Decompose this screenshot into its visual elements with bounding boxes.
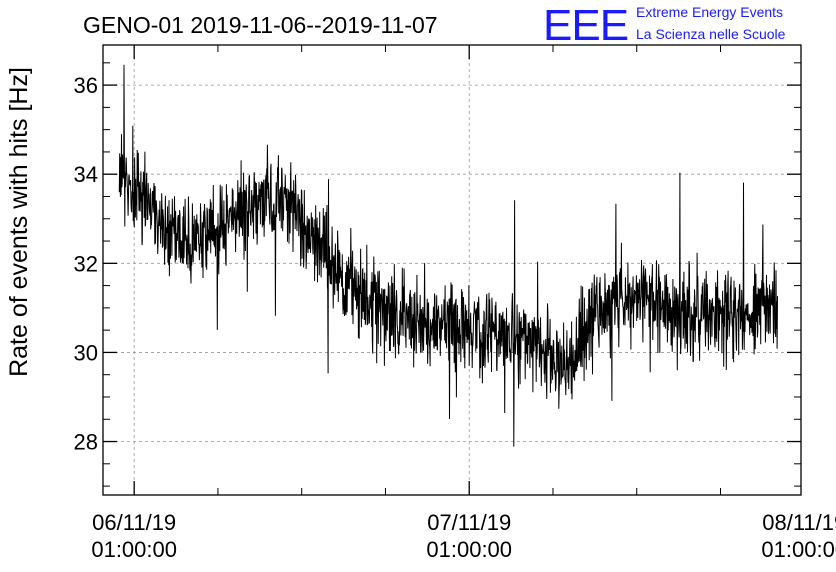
- x-tick-date: 07/11/19: [427, 510, 511, 535]
- eee-logo-line1: Extreme Energy Events: [636, 4, 783, 20]
- x-tick-time: 01:00:00: [91, 537, 177, 562]
- y-tick-label: 30: [74, 340, 98, 365]
- x-tick-date: 08/11/19: [762, 510, 836, 535]
- series-line-rate: [118, 64, 778, 447]
- y-tick-label: 34: [74, 162, 98, 187]
- eee-logo: EEE Extreme Energy Events La Scienza nel…: [543, 1, 786, 50]
- x-tick-labels: 06/11/1901:00:0007/11/1901:00:0008/11/19…: [91, 510, 836, 562]
- y-axis-label: Rate of events with hits [Hz]: [5, 67, 33, 377]
- eee-logo-line2: La Scienza nelle Scuole: [636, 26, 786, 42]
- y-tick-label: 28: [74, 430, 98, 455]
- y-tick-label: 32: [74, 251, 98, 276]
- chart-title: GENO-01 2019-11-06--2019-11-07: [83, 12, 438, 38]
- x-tick-time: 01:00:00: [761, 537, 836, 562]
- x-tick-time: 01:00:00: [426, 537, 512, 562]
- axis-ticks: [103, 45, 801, 495]
- plot-frame: [102, 44, 802, 496]
- y-tick-label: 36: [74, 73, 98, 98]
- eee-logo-letters: EEE: [543, 1, 628, 50]
- grid-lines: [103, 45, 801, 495]
- y-tick-labels: 28 30 32 34 36: [74, 73, 98, 454]
- x-tick-date: 06/11/19: [92, 510, 176, 535]
